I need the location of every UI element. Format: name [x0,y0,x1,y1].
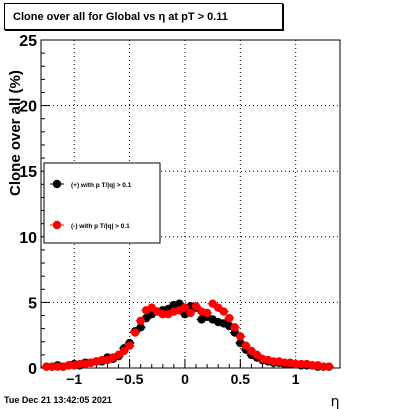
data-point [119,346,129,356]
legend-box [43,162,161,244]
y-tick-label: 10 [19,230,37,247]
footer-timestamp: Tue Dec 21 13:42:05 2021 [4,395,112,405]
data-point [186,308,195,318]
data-point [136,316,145,325]
y-tick-label: 15 [19,164,37,181]
legend-label: (-) with p T/|q| > 0.1 [71,223,130,230]
data-points [41,299,334,371]
data-point [236,332,245,341]
y-tick-label: 0 [28,361,37,378]
legend: (+) with p T/|q| > 0.1 (-) with p T/|q| >… [43,162,161,244]
data-point [241,341,251,350]
data-point [136,323,145,332]
data-point [125,341,134,350]
x-axis-label: η [331,394,340,409]
y-tick-label: 25 [19,33,37,50]
plot-frame [40,39,341,369]
data-point [230,323,239,332]
data-point [191,302,201,311]
legend-label: (+) with p T/|q| > 0.1 [71,182,132,189]
x-tick-label: 1 [292,371,300,387]
x-tick-label: 0.5 [231,371,251,387]
title-box: Clone over all for Global vs η at pT > 0… [4,3,283,30]
legend-marker [52,179,62,189]
series-negative [41,299,334,371]
y-axis-label: Clone over all (%) [7,70,24,196]
x-tick-label: −0.5 [116,371,144,387]
y-tick-label: 20 [19,99,37,116]
y-tick-label: 5 [28,295,37,312]
data-point [219,307,228,316]
legend-marker [52,220,62,230]
data-point [180,303,190,312]
data-point [225,313,234,323]
chart-title: Clone over all for Global vs η at pT > 0… [13,11,228,23]
data-point [130,328,140,337]
x-tick-label: −1 [66,371,82,387]
data-point [324,362,334,371]
data-point [202,308,212,318]
x-tick-label: 0 [181,371,189,387]
